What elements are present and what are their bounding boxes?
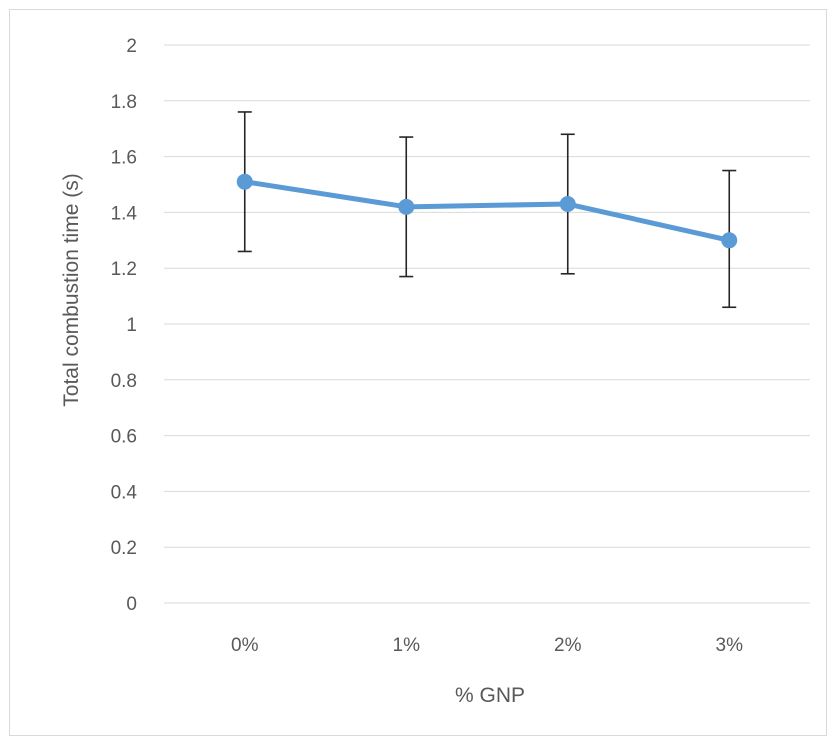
y-tick-label: 0.8 <box>111 371 137 392</box>
y-tick-label: 0.4 <box>111 482 138 503</box>
error-bars <box>237 111 737 309</box>
x-tick-labels: 0% 1% 2% 3% <box>231 635 743 656</box>
series <box>236 173 738 249</box>
data-point <box>721 232 738 249</box>
chart-border <box>9 9 827 736</box>
gridlines <box>164 44 810 604</box>
y-tick-label: 1 <box>126 315 137 336</box>
y-tick-label: 2 <box>126 36 137 57</box>
x-axis-title: % GNP <box>455 684 525 707</box>
x-tick-label: 1% <box>393 635 421 656</box>
data-point <box>398 198 415 215</box>
y-tick-label: 0 <box>126 594 137 615</box>
y-axis-title: Total combustion time (s) <box>60 173 83 406</box>
data-point <box>236 173 253 190</box>
data-point <box>559 196 576 213</box>
y-tick-label: 0.2 <box>111 538 137 559</box>
y-tick-label: 1.8 <box>111 92 137 113</box>
series-line <box>242 179 732 243</box>
x-tick-label: 3% <box>716 635 744 656</box>
y-tick-label: 1.4 <box>111 203 138 224</box>
x-tick-label: 0% <box>231 635 259 656</box>
y-tick-label: 1.2 <box>111 259 137 280</box>
x-tick-label: 2% <box>554 635 582 656</box>
y-tick-label: 1.6 <box>111 148 137 169</box>
y-tick-label: 0.6 <box>111 427 137 448</box>
y-tick-labels: 0 0.2 0.4 0.6 0.8 1 1.2 1.4 1.6 1.8 2 <box>111 36 138 615</box>
